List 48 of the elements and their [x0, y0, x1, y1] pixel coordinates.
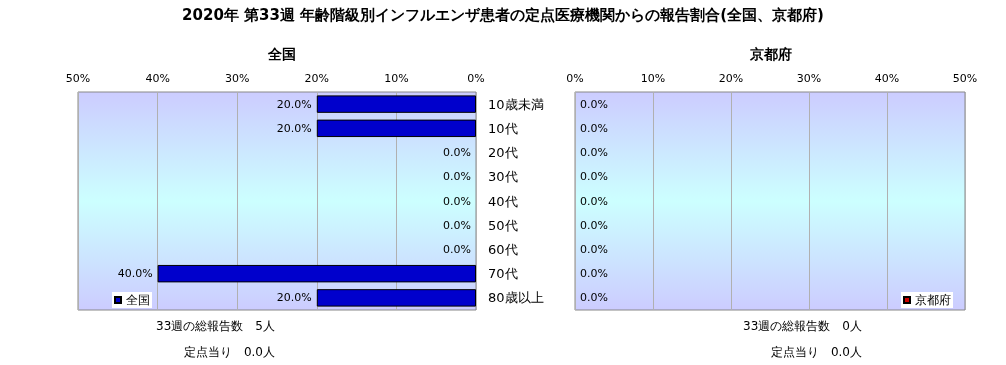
y-tick-label: 80歳以上	[488, 290, 544, 306]
data-label: 0.0%	[580, 170, 608, 184]
chart-title: 2020年 第33週 年齢階級別インフルエンザ患者の定点医療機関からの報告割合(全国、京都府)	[181, 6, 825, 25]
data-label: 0.0%	[443, 170, 471, 184]
x-tick-label: 0%	[467, 72, 485, 85]
data-label: 0.0%	[580, 97, 608, 111]
y-tick-label: 20代	[488, 145, 518, 161]
chart-subtitle: 京都府	[749, 46, 792, 62]
data-label: 40.0%	[117, 267, 153, 281]
data-label: 0.0%	[580, 242, 608, 256]
x-tick-label: 50%	[65, 72, 91, 85]
y-tick-label: 60代	[488, 241, 518, 257]
x-tick-label: 40%	[874, 72, 900, 85]
data-label: 0.0%	[443, 146, 471, 160]
data-label: 20.0%	[276, 291, 312, 305]
data-label: 0.0%	[580, 121, 608, 135]
data-label: 0.0%	[580, 267, 608, 281]
x-tick-label: 30%	[796, 72, 822, 85]
y-tick-label: 40代	[488, 193, 518, 209]
legend-label: 京都府	[915, 293, 951, 307]
chart-subtitle: 全国	[267, 46, 296, 62]
y-tick-label: 10歳未満	[488, 96, 544, 112]
x-tick-label: 30%	[224, 72, 250, 85]
data-label: 0.0%	[580, 291, 608, 305]
x-tick-label: 20%	[718, 72, 744, 85]
legend-label: 全国	[126, 293, 150, 307]
text: 定点当り 0.0人	[770, 345, 862, 359]
data-label: 0.0%	[443, 218, 471, 232]
x-tick-label: 20%	[304, 72, 330, 85]
data-label: 0.0%	[443, 194, 471, 208]
text: 定点当り 0.0人	[183, 345, 275, 359]
y-tick-label: 50代	[488, 217, 518, 233]
data-label: 0.0%	[580, 146, 608, 160]
text: 33週の総報告数 0人	[743, 319, 862, 333]
data-label: 0.0%	[580, 218, 608, 232]
x-tick-label: 10%	[384, 72, 409, 85]
x-tick-label: 0%	[566, 72, 584, 85]
data-label: 0.0%	[443, 242, 471, 256]
data-label: 20.0%	[276, 121, 312, 135]
data-label: 20.0%	[276, 97, 312, 111]
y-tick-label: 10代	[488, 120, 518, 136]
data-label: 0.0%	[580, 194, 608, 208]
text: 33週の総報告数 5人	[156, 319, 275, 333]
y-tick-label: 70代	[488, 266, 518, 282]
y-tick-label: 30代	[488, 169, 518, 185]
x-tick-label: 50%	[952, 72, 978, 85]
x-tick-label: 10%	[640, 72, 666, 85]
x-tick-label: 40%	[145, 72, 170, 85]
